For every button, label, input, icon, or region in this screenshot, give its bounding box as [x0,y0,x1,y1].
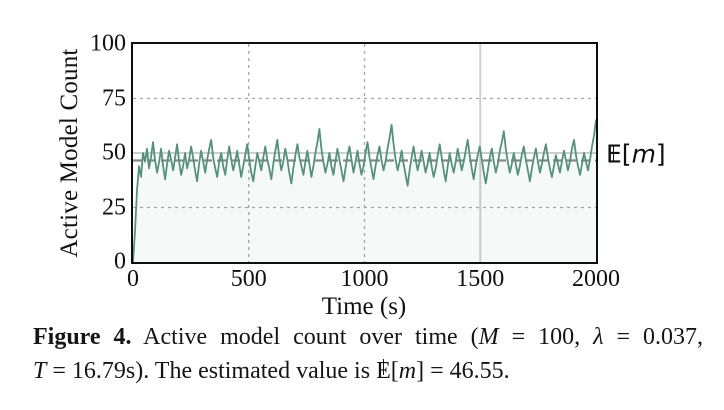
text-segment: ] [655,139,666,169]
figure-caption-line1: Figure 4. Active model count over time (… [33,320,703,354]
y-axis-label: Active Model Count [56,48,83,258]
text-segment: = 16.79s). The estimated value is [46,358,377,384]
series-area-fill [132,119,596,262]
y-tick-label-50: 50 [102,139,126,166]
y-tick-label-75: 75 [102,85,126,111]
text-segment: Figure 4. [33,324,132,350]
text-segment: = 100, [498,324,594,350]
y-tick-label-0: 0 [114,248,126,275]
text-segment: m [631,139,656,169]
y-tick-label-25: 25 [102,194,126,220]
x-tick-label-1500: 1500 [456,266,505,292]
x-tick-label-1000: 1000 [340,266,389,292]
text-segment: E [376,354,391,388]
figure-caption-line2: T = 16.79s). The estimated value is E[m]… [33,354,703,388]
text-segment: [ [621,139,632,169]
x-tick-label-500: 500 [230,266,267,292]
text-segment: E [606,139,622,169]
plot-svg [132,43,596,262]
text-segment: T [33,358,47,384]
text-segment: [ [390,358,399,384]
x-axis-label: Time (s) [321,293,407,320]
text-segment: = 0.037, [603,324,704,350]
x-tick-label-0: 0 [127,266,139,292]
text-segment: ] = 46.55. [416,358,510,384]
expectation-label: E[m] [606,140,666,169]
text-segment: λ [593,324,604,350]
plot-area [130,41,598,264]
text-segment: M [478,324,499,350]
series-line [132,118,596,262]
figure-caption: Figure 4. Active model count over time (… [33,320,703,388]
text-segment: m [398,358,417,384]
x-tick-label-2000: 2000 [572,266,620,292]
text-segment: Active model count over time ( [131,324,479,350]
y-tick-label-100: 100 [90,30,126,57]
